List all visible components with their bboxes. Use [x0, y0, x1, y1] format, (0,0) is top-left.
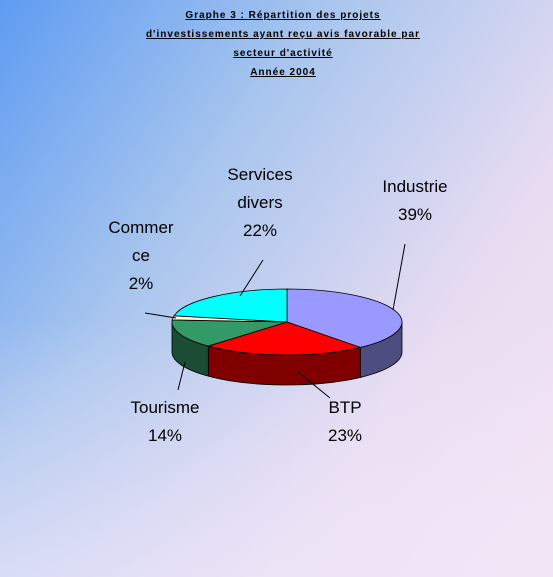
leader-line — [144, 312, 177, 319]
data-label: Services divers 22% — [215, 161, 305, 245]
category-label: Services divers — [227, 165, 293, 212]
data-label: Tourisme 14% — [115, 394, 215, 450]
chart-title: secteur d'activité — [233, 48, 333, 59]
chart-title: Graphe 3 : Répartition des projets — [185, 10, 381, 21]
category-label: Commerce — [108, 218, 174, 265]
leader-line — [177, 361, 186, 391]
data-label: Industrie 39% — [365, 173, 465, 229]
category-label: Tourisme — [130, 398, 200, 417]
leader-line — [392, 243, 406, 311]
category-label: Industrie — [382, 177, 448, 196]
chart-title: d'investissements ayant reçu avis favora… — [146, 29, 420, 40]
pie-tops — [171, 288, 403, 356]
value-label: 22% — [242, 221, 278, 240]
data-label: BTP 23% — [305, 394, 385, 450]
leader-line — [297, 371, 331, 399]
slice — [173, 288, 288, 323]
chart-subtitle: Année 2004 — [250, 67, 316, 78]
pie-sides — [171, 321, 403, 386]
leader-line — [239, 259, 264, 297]
value-label: 23% — [327, 426, 363, 445]
data-label: Commerce 2% — [108, 214, 174, 298]
value-label: 2% — [128, 274, 154, 293]
value-label: 39% — [397, 205, 433, 224]
slice — [171, 319, 288, 347]
slice — [286, 288, 403, 348]
value-label: 14% — [147, 426, 183, 445]
slice — [206, 321, 362, 356]
category-label: BTP — [328, 398, 362, 417]
